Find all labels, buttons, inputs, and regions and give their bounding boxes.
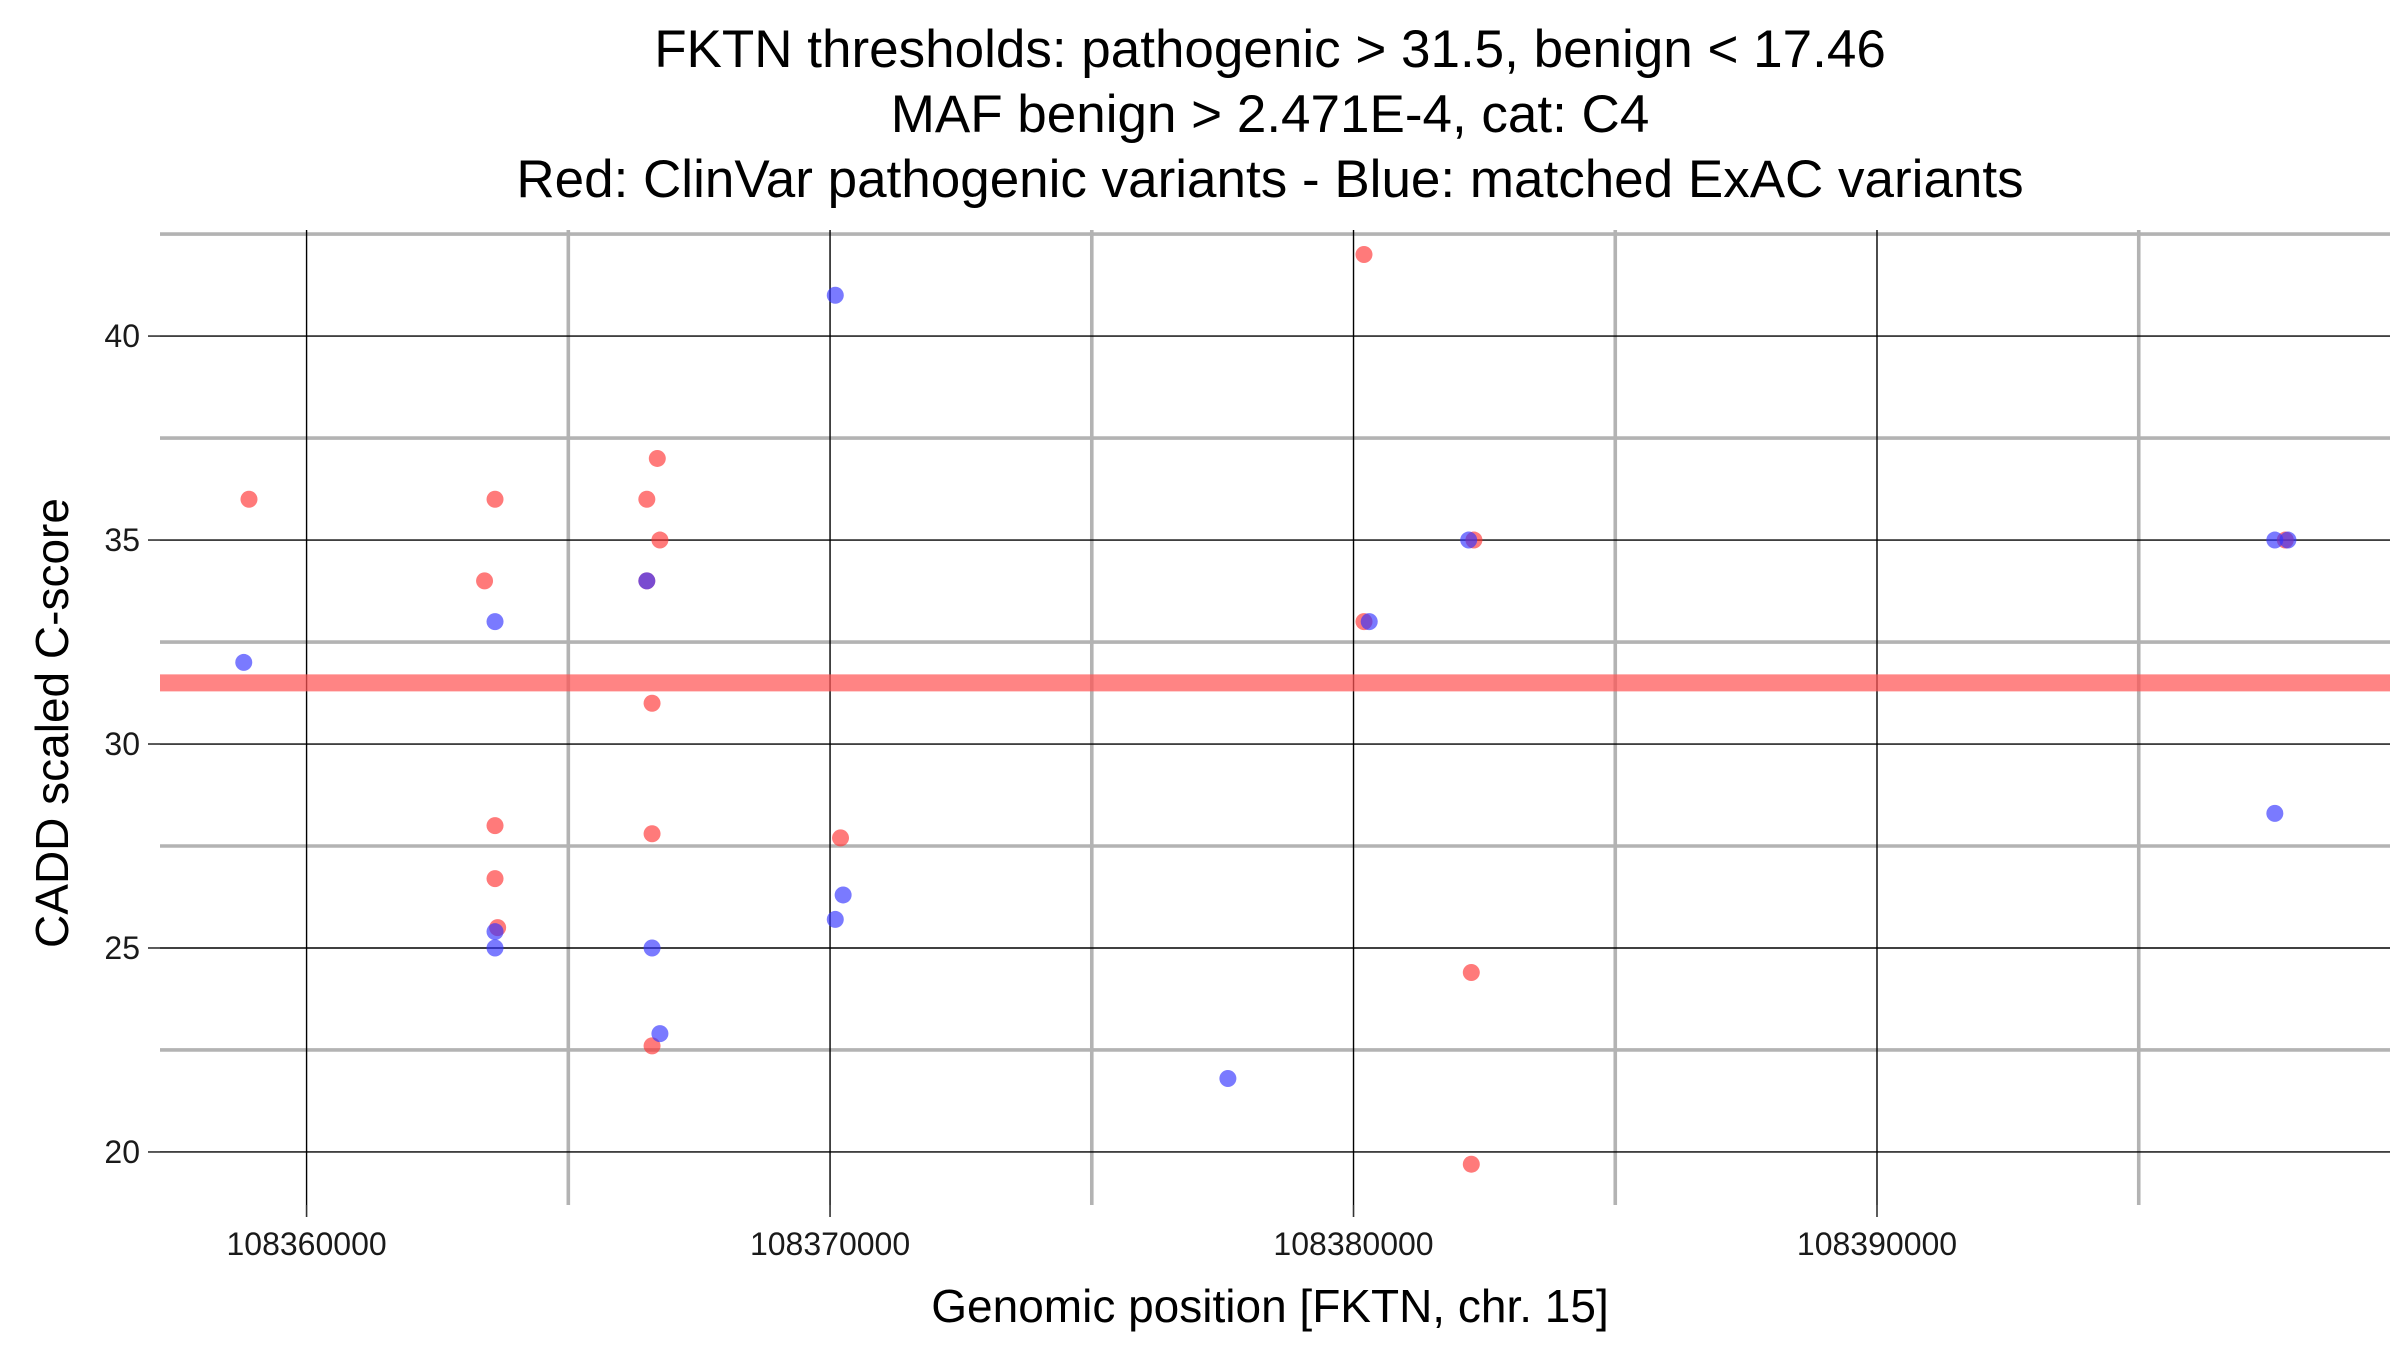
benign-point-15 bbox=[2279, 531, 2297, 549]
pathogenic-point-1 bbox=[486, 490, 504, 508]
pathogenic-point-17 bbox=[1462, 963, 1480, 981]
benign-point-3 bbox=[486, 939, 504, 957]
benign-point-13 bbox=[2266, 531, 2284, 549]
benign-point-7 bbox=[826, 286, 844, 304]
y-tick-label-2: 30 bbox=[104, 726, 140, 762]
y-axis-title: CADD scaled C-score bbox=[26, 498, 78, 948]
pathogenic-point-18 bbox=[1462, 1155, 1480, 1173]
benign-point-6 bbox=[651, 1025, 669, 1043]
pathogenic-point-9 bbox=[651, 531, 669, 549]
pathogenic-point-14 bbox=[1355, 245, 1373, 263]
benign-point-9 bbox=[826, 910, 844, 928]
x-tick-label-3: 108390000 bbox=[1797, 1226, 1957, 1262]
x-tick-label-2: 108380000 bbox=[1273, 1226, 1433, 1262]
benign-point-12 bbox=[1460, 531, 1478, 549]
grid-layer bbox=[160, 230, 2390, 1205]
benign-point-0 bbox=[235, 653, 253, 671]
pathogenic-point-10 bbox=[643, 694, 661, 712]
pathogenic-point-0 bbox=[240, 490, 258, 508]
benign-point-10 bbox=[1219, 1070, 1237, 1088]
y-tick-label-0: 20 bbox=[104, 1134, 140, 1170]
points-layer bbox=[235, 245, 2297, 1173]
pathogenic-point-13 bbox=[832, 829, 850, 847]
benign-point-11 bbox=[1360, 613, 1378, 631]
chart-title-line-3: Red: ClinVar pathogenic variants - Blue:… bbox=[516, 150, 2023, 209]
pathogenic-point-4 bbox=[486, 870, 504, 888]
chart-title-line-1: FKTN thresholds: pathogenic > 31.5, beni… bbox=[654, 20, 1886, 79]
benign-point-4 bbox=[638, 572, 656, 590]
pathogenic-point-3 bbox=[486, 817, 504, 835]
pathogenic-point-6 bbox=[638, 490, 656, 508]
benign-point-2 bbox=[486, 923, 504, 941]
pathogenic-point-2 bbox=[476, 572, 494, 590]
title-layer: FKTN thresholds: pathogenic > 31.5, beni… bbox=[516, 20, 2023, 209]
y-tick-label-1: 25 bbox=[104, 930, 140, 966]
x-tick-label-1: 108370000 bbox=[750, 1226, 910, 1262]
pathogenic-point-7 bbox=[648, 449, 666, 467]
benign-point-1 bbox=[486, 613, 504, 631]
benign-point-8 bbox=[834, 886, 852, 904]
y-tick-label-4: 40 bbox=[104, 318, 140, 354]
x-tick-label-0: 108360000 bbox=[226, 1226, 386, 1262]
y-tick-label-3: 35 bbox=[104, 522, 140, 558]
x-axis-title: Genomic position [FKTN, chr. 15] bbox=[931, 1280, 1609, 1332]
pathogenic-point-11 bbox=[643, 825, 661, 843]
benign-point-14 bbox=[2266, 804, 2284, 822]
ticks-layer: 20 25 30 35 40 108360000 108370000 108380000 108… bbox=[104, 318, 1957, 1262]
pathogenic-point-12 bbox=[643, 1037, 661, 1055]
chart-title-line-2: MAF benign > 2.471E-4, cat: C4 bbox=[891, 85, 1650, 144]
benign-point-5 bbox=[643, 939, 661, 957]
